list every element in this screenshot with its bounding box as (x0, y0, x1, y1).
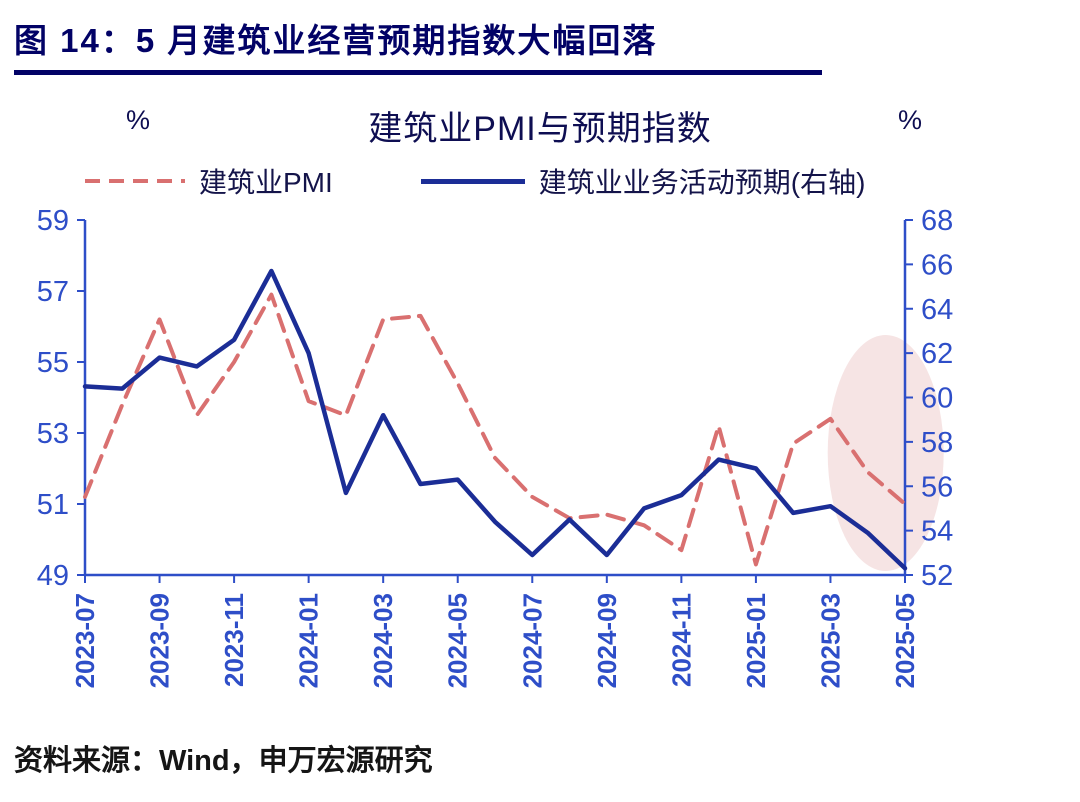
expectation-line (82, 268, 908, 571)
x-axis-tick-label: 2025-05 (890, 593, 920, 688)
legend-label-expectation: 建筑业业务活动预期(右轴) (538, 167, 866, 198)
left-axis-tick-label: 51 (37, 489, 69, 521)
x-axis-tick-label: 2024-05 (443, 593, 473, 688)
x-axis-tick-label: 2024-03 (368, 593, 398, 688)
x-axis-tick-label: 2025-03 (815, 593, 845, 688)
x-axis-tick-label: 2023-11 (219, 593, 249, 687)
source-line: 资料来源：Wind，申万宏源研究 (14, 737, 1080, 779)
left-axis-tick-label: 55 (37, 347, 69, 379)
chart-title: 建筑业PMI与预期指数 (368, 110, 712, 148)
legend-item-expectation: 建筑业业务活动预期(右轴) (420, 161, 866, 201)
x-axis-tick-label: 2023-09 (145, 593, 175, 688)
x-axis-tick-label: 2024-11 (666, 593, 696, 687)
chart-header-row: % 建筑业PMI与预期指数 % (0, 101, 1080, 148)
title-underline (14, 70, 822, 75)
x-axis-tick-label: 2024-09 (592, 593, 622, 688)
right-axis-tick-label: 54 (921, 516, 953, 548)
right-axis-tick-label: 58 (921, 427, 953, 459)
right-axis-tick-label: 52 (921, 560, 953, 592)
figure-header: 图 14：5 月建筑业经营预期指数大幅回落 (0, 0, 1080, 75)
pmi-dashed-line-swatch (85, 179, 185, 183)
left-axis-unit-label: % (126, 105, 151, 135)
legend-label-pmi: 建筑业PMI (199, 167, 333, 198)
left-axis-tick-label: 59 (37, 205, 69, 237)
x-axis-tick-label: 2023-07 (70, 593, 100, 688)
source-text: 资料来源：Wind，申万宏源研究 (14, 745, 433, 777)
right-axis-tick-label: 60 (921, 383, 953, 415)
right-axis-tick-label: 56 (921, 471, 953, 503)
chart-legend: 建筑业PMI 建筑业业务活动预期(右轴) (85, 161, 1080, 201)
figure-title: 图 14：5 月建筑业经营预期指数大幅回落 (14, 22, 658, 59)
right-axis-tick-label: 64 (921, 294, 953, 326)
x-axis-tick-label: 2024-07 (517, 593, 547, 688)
pmi-line (83, 292, 907, 567)
right-axis-tick-label: 66 (921, 249, 953, 281)
x-axis-tick-label: 2025-01 (741, 593, 771, 688)
highlight-ellipse (827, 335, 944, 571)
line-chart-plot: 59 57 55 53 51 49 68 66 64 62 60 58 56 54 52 2023-07 202… (37, 205, 954, 688)
left-axis-tick-label: 57 (37, 276, 69, 308)
expectation-solid-line-swatch (420, 178, 525, 184)
legend-item-pmi: 建筑业PMI (85, 161, 333, 201)
left-axis-tick-label: 49 (37, 560, 69, 592)
x-axis-tick-label: 2024-01 (294, 593, 324, 688)
right-axis-unit-label: % (897, 105, 922, 135)
right-axis-tick-label: 68 (921, 205, 953, 237)
right-axis-tick-label: 62 (921, 338, 953, 370)
left-axis-tick-label: 53 (37, 418, 69, 450)
